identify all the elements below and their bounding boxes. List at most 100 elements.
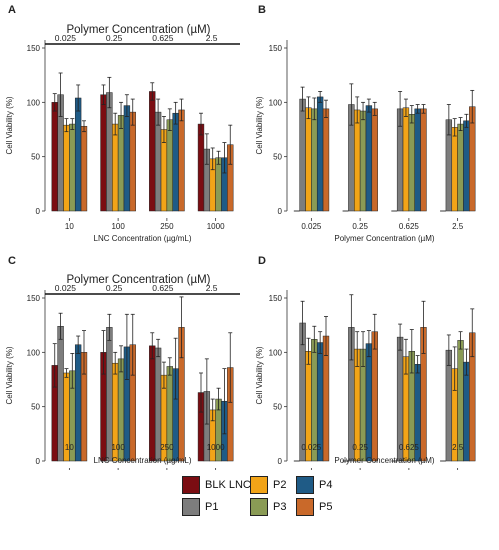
y-tick-label: 50 — [31, 153, 40, 162]
legend-label: BLK LNC — [205, 479, 251, 491]
y-tick-label: 150 — [269, 44, 283, 53]
legend-label: P4 — [319, 479, 333, 491]
top-axis-title: Polymer Concentration (µM) — [66, 274, 210, 286]
y-axis-label: Cell Viability (%) — [255, 96, 264, 154]
legend-item: BLK LNC — [182, 476, 251, 494]
legend-label: P1 — [205, 501, 219, 513]
x-tick-label: 0.25 — [352, 443, 368, 452]
bar — [149, 345, 156, 462]
x-axis-label: LNC Concentration (µg/mL) — [94, 456, 192, 465]
y-tick-label: 0 — [278, 207, 283, 216]
bar — [215, 157, 222, 212]
panel-label: D — [258, 255, 266, 267]
bar — [359, 110, 367, 212]
y-tick-label: 150 — [269, 294, 283, 303]
x-tick-label: 1000 — [207, 443, 225, 452]
panel-a: A 0 50 100 150 Cell Viability (%) Polymer Conc… — [5, 4, 240, 243]
top-axis-tick-label: 0.025 — [55, 283, 77, 293]
x-tick-label: 100 — [111, 443, 125, 452]
bar — [311, 108, 318, 212]
bar — [316, 96, 324, 212]
x-tick-label: 2.5 — [452, 443, 464, 452]
bar — [112, 123, 119, 212]
x-tick-label: 10 — [65, 443, 74, 452]
bar — [402, 107, 410, 212]
y-tick-label: 0 — [36, 457, 41, 466]
bar — [129, 111, 136, 212]
x-tick-label: 0.025 — [301, 443, 322, 452]
x-tick-label: 0.625 — [399, 222, 420, 231]
x-tick-label: 100 — [111, 222, 125, 231]
y-tick-label: 0 — [278, 457, 283, 466]
bar — [166, 119, 173, 212]
bar — [371, 108, 378, 212]
bar — [74, 97, 82, 212]
legend-item: P3 — [250, 498, 286, 516]
legend: BLK LNC P1 P2 P3 P4 P5 — [182, 476, 382, 546]
y-tick-label: 100 — [27, 348, 41, 357]
legend-label: P3 — [273, 501, 287, 513]
panel-c: C 0 50 100 150 Cell Viability (%) Polymer Conc… — [5, 255, 240, 471]
x-tick-label: 10 — [65, 222, 74, 231]
bar — [178, 109, 185, 212]
top-axis-title: Polymer Concentration (µM) — [66, 24, 210, 36]
y-tick-label: 100 — [269, 348, 283, 357]
bar — [463, 361, 470, 462]
y-tick-label: 50 — [273, 153, 282, 162]
bar — [123, 105, 131, 212]
bar — [51, 102, 58, 212]
bar — [197, 123, 205, 212]
bar — [408, 114, 415, 212]
panel-label: C — [8, 255, 16, 267]
y-tick-label: 0 — [36, 207, 41, 216]
panel-d: D 0 50 100 150 Cell Viability (%) 0.025 0.25 0.6… — [255, 255, 476, 471]
top-axis-tick-label: 0.025 — [55, 33, 77, 43]
x-tick-label: 0.25 — [352, 222, 368, 231]
legend-item: P1 — [182, 498, 218, 516]
bar — [371, 331, 378, 462]
bar — [57, 326, 64, 462]
bar — [445, 349, 453, 462]
top-axis-tick-label: 0.625 — [152, 33, 174, 43]
y-tick-label: 50 — [31, 403, 40, 412]
x-tick-label: 2.5 — [452, 222, 464, 231]
panel-label: A — [8, 4, 16, 16]
top-axis-tick-label: 2.5 — [206, 33, 218, 43]
bar — [420, 108, 427, 212]
bar — [457, 123, 464, 212]
legend-swatch — [296, 498, 314, 516]
bar — [74, 344, 82, 462]
y-tick-label: 150 — [27, 294, 41, 303]
y-tick-label: 50 — [273, 403, 282, 412]
y-tick-label: 100 — [269, 98, 283, 107]
legend-swatch — [250, 476, 268, 494]
panel-b: B 0 50 100 150 Cell Viability (%) 0.025 0.25 0.6… — [255, 4, 476, 243]
legend-swatch — [296, 476, 314, 494]
bar — [100, 94, 107, 212]
x-tick-label: 0.025 — [301, 222, 322, 231]
y-axis-label: Cell Viability (%) — [5, 346, 14, 404]
bar — [63, 124, 70, 212]
y-axis-label: Cell Viability (%) — [5, 96, 14, 154]
legend-item: P4 — [296, 476, 332, 494]
legend-label: P2 — [273, 479, 287, 491]
bar — [414, 108, 421, 212]
bar — [106, 327, 113, 462]
x-axis-label: LNC Concentration (µg/mL) — [94, 234, 192, 243]
top-axis-tick-label: 0.25 — [106, 283, 123, 293]
x-axis-label: Polymer Concentration (µM) — [334, 456, 435, 465]
y-tick-label: 150 — [27, 44, 41, 53]
bar — [80, 125, 88, 212]
legend-swatch — [182, 498, 200, 516]
top-axis-tick-label: 0.25 — [106, 33, 123, 43]
bar — [365, 105, 373, 212]
bar — [149, 91, 156, 212]
bar — [154, 111, 162, 212]
legend-swatch — [182, 476, 200, 494]
bar — [322, 108, 330, 212]
legend-label: P5 — [319, 501, 333, 513]
top-axis-tick-label: 2.5 — [206, 283, 218, 293]
bar — [463, 120, 470, 212]
